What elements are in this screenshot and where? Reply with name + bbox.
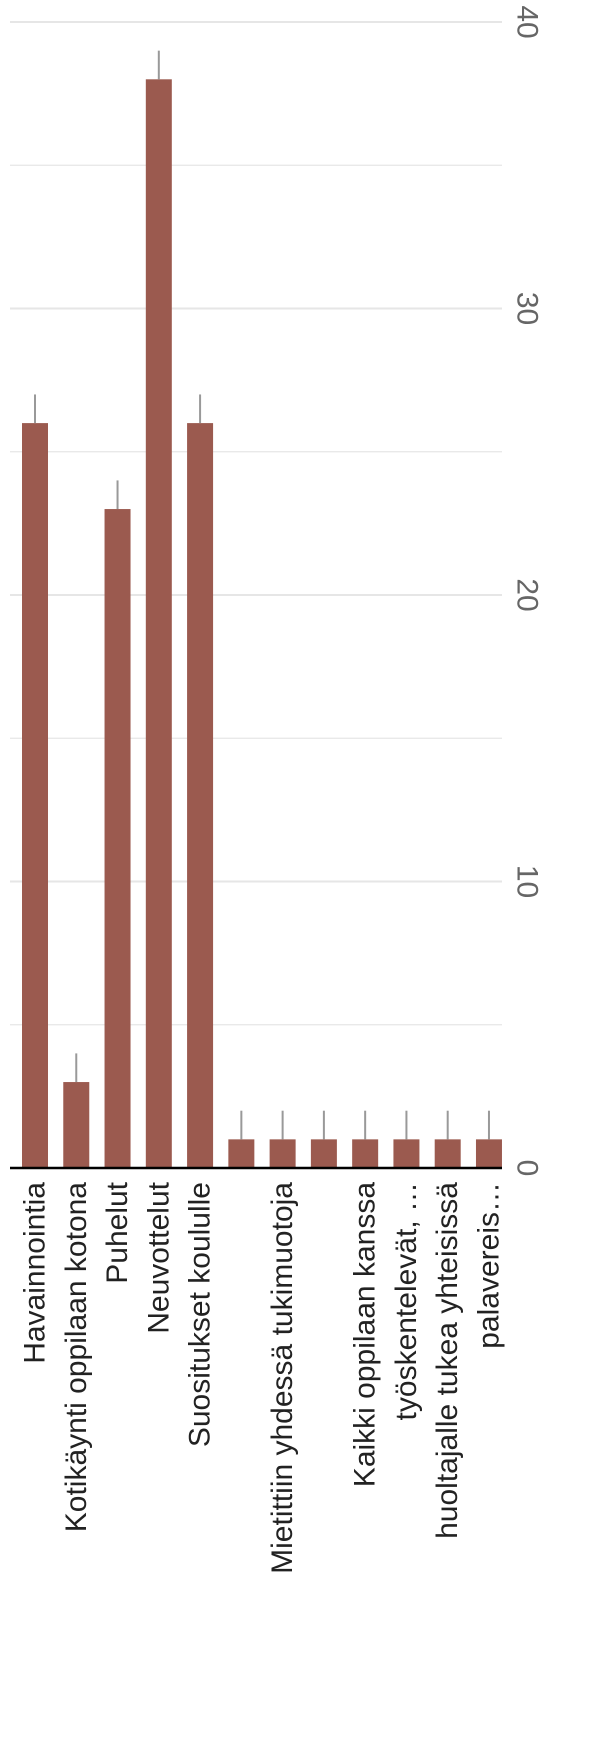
tick-label: 20 [511, 578, 544, 611]
category-label: Puhelut [101, 1181, 134, 1283]
bar [63, 1082, 90, 1168]
bar [145, 79, 172, 1168]
category-label: Kaikki oppilaan kanssa [349, 1182, 382, 1488]
tick-label: 30 [511, 292, 544, 325]
bar [269, 1139, 296, 1168]
category-label: Suositukset koululle [184, 1182, 217, 1447]
tick-labels: 0 10 20 30 40 [511, 5, 544, 1176]
category-label: Havainnointia [19, 1182, 52, 1364]
error-bars [34, 50, 490, 1140]
category-label: työskentelevät, … [390, 1182, 423, 1420]
bar [310, 1139, 337, 1168]
tick-label: 0 [511, 1160, 544, 1177]
category-labels: Havainnointia Kotikäynti oppilaan kotona P… [19, 1181, 506, 1574]
category-label: huoltajalle tukea yhteisissä [431, 1182, 464, 1539]
bars [22, 79, 502, 1169]
tick-label: 40 [511, 5, 544, 38]
category-label: Neuvottelut [142, 1181, 175, 1333]
bar [352, 1139, 379, 1168]
bar [104, 509, 131, 1168]
grid-lines [10, 21, 502, 1026]
bar [393, 1139, 420, 1168]
bar [22, 423, 48, 1169]
bar [475, 1139, 502, 1168]
bar [434, 1139, 461, 1168]
category-label: Mietittiin yhdessä tukimuotoja [266, 1182, 299, 1574]
category-label: palavereis… [472, 1182, 505, 1349]
tick-label: 10 [511, 865, 544, 898]
category-label: Kotikäynti oppilaan kotona [60, 1182, 93, 1533]
bar [228, 1139, 255, 1168]
bar [187, 423, 214, 1169]
